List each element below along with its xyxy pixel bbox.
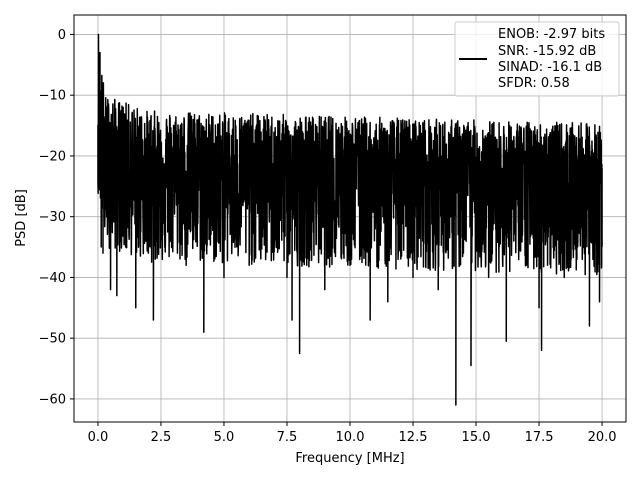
y-tick-label: 0	[58, 28, 66, 43]
psd-series-line	[97, 33, 603, 406]
x-axis: 0.0 2.5 5.0 7.5 10.0 12.5 15.0 17.5 20.0	[88, 422, 617, 445]
legend-entry-enob: ENOB: -2.97 bits	[498, 27, 605, 42]
legend-entry-snr: SNR: -15.92 dB	[498, 44, 596, 59]
legend-entry-sfdr: SFDR: 0.58	[498, 76, 570, 91]
x-axis-label: Frequency [MHz]	[295, 451, 404, 466]
x-tick-label: 15.0	[462, 430, 491, 445]
x-tick-label: 20.0	[588, 430, 617, 445]
x-tick-label: 0.0	[88, 430, 109, 445]
x-tick-label: 5.0	[214, 430, 235, 445]
y-axis: 0 −10 −20 −30 −40 −50 −60	[39, 28, 74, 407]
x-tick-label: 12.5	[399, 430, 428, 445]
x-tick-label: 10.0	[336, 430, 365, 445]
y-tick-label: −40	[39, 271, 66, 286]
legend: ENOB: -2.97 bits SNR: -15.92 dB SINAD: -…	[454, 21, 620, 97]
y-tick-label: −10	[39, 89, 66, 104]
x-tick-label: 17.5	[525, 430, 554, 445]
legend-box	[454, 21, 620, 97]
series-layer	[97, 33, 603, 406]
y-tick-label: −30	[39, 210, 66, 225]
y-tick-label: −20	[39, 149, 66, 164]
y-axis-label: PSD [dB]	[14, 189, 29, 247]
y-tick-label: −50	[39, 332, 66, 347]
x-tick-label: 2.5	[151, 430, 172, 445]
legend-entry-sinad: SINAD: -16.1 dB	[498, 60, 602, 75]
y-tick-label: −60	[39, 392, 66, 407]
x-tick-label: 7.5	[277, 430, 298, 445]
